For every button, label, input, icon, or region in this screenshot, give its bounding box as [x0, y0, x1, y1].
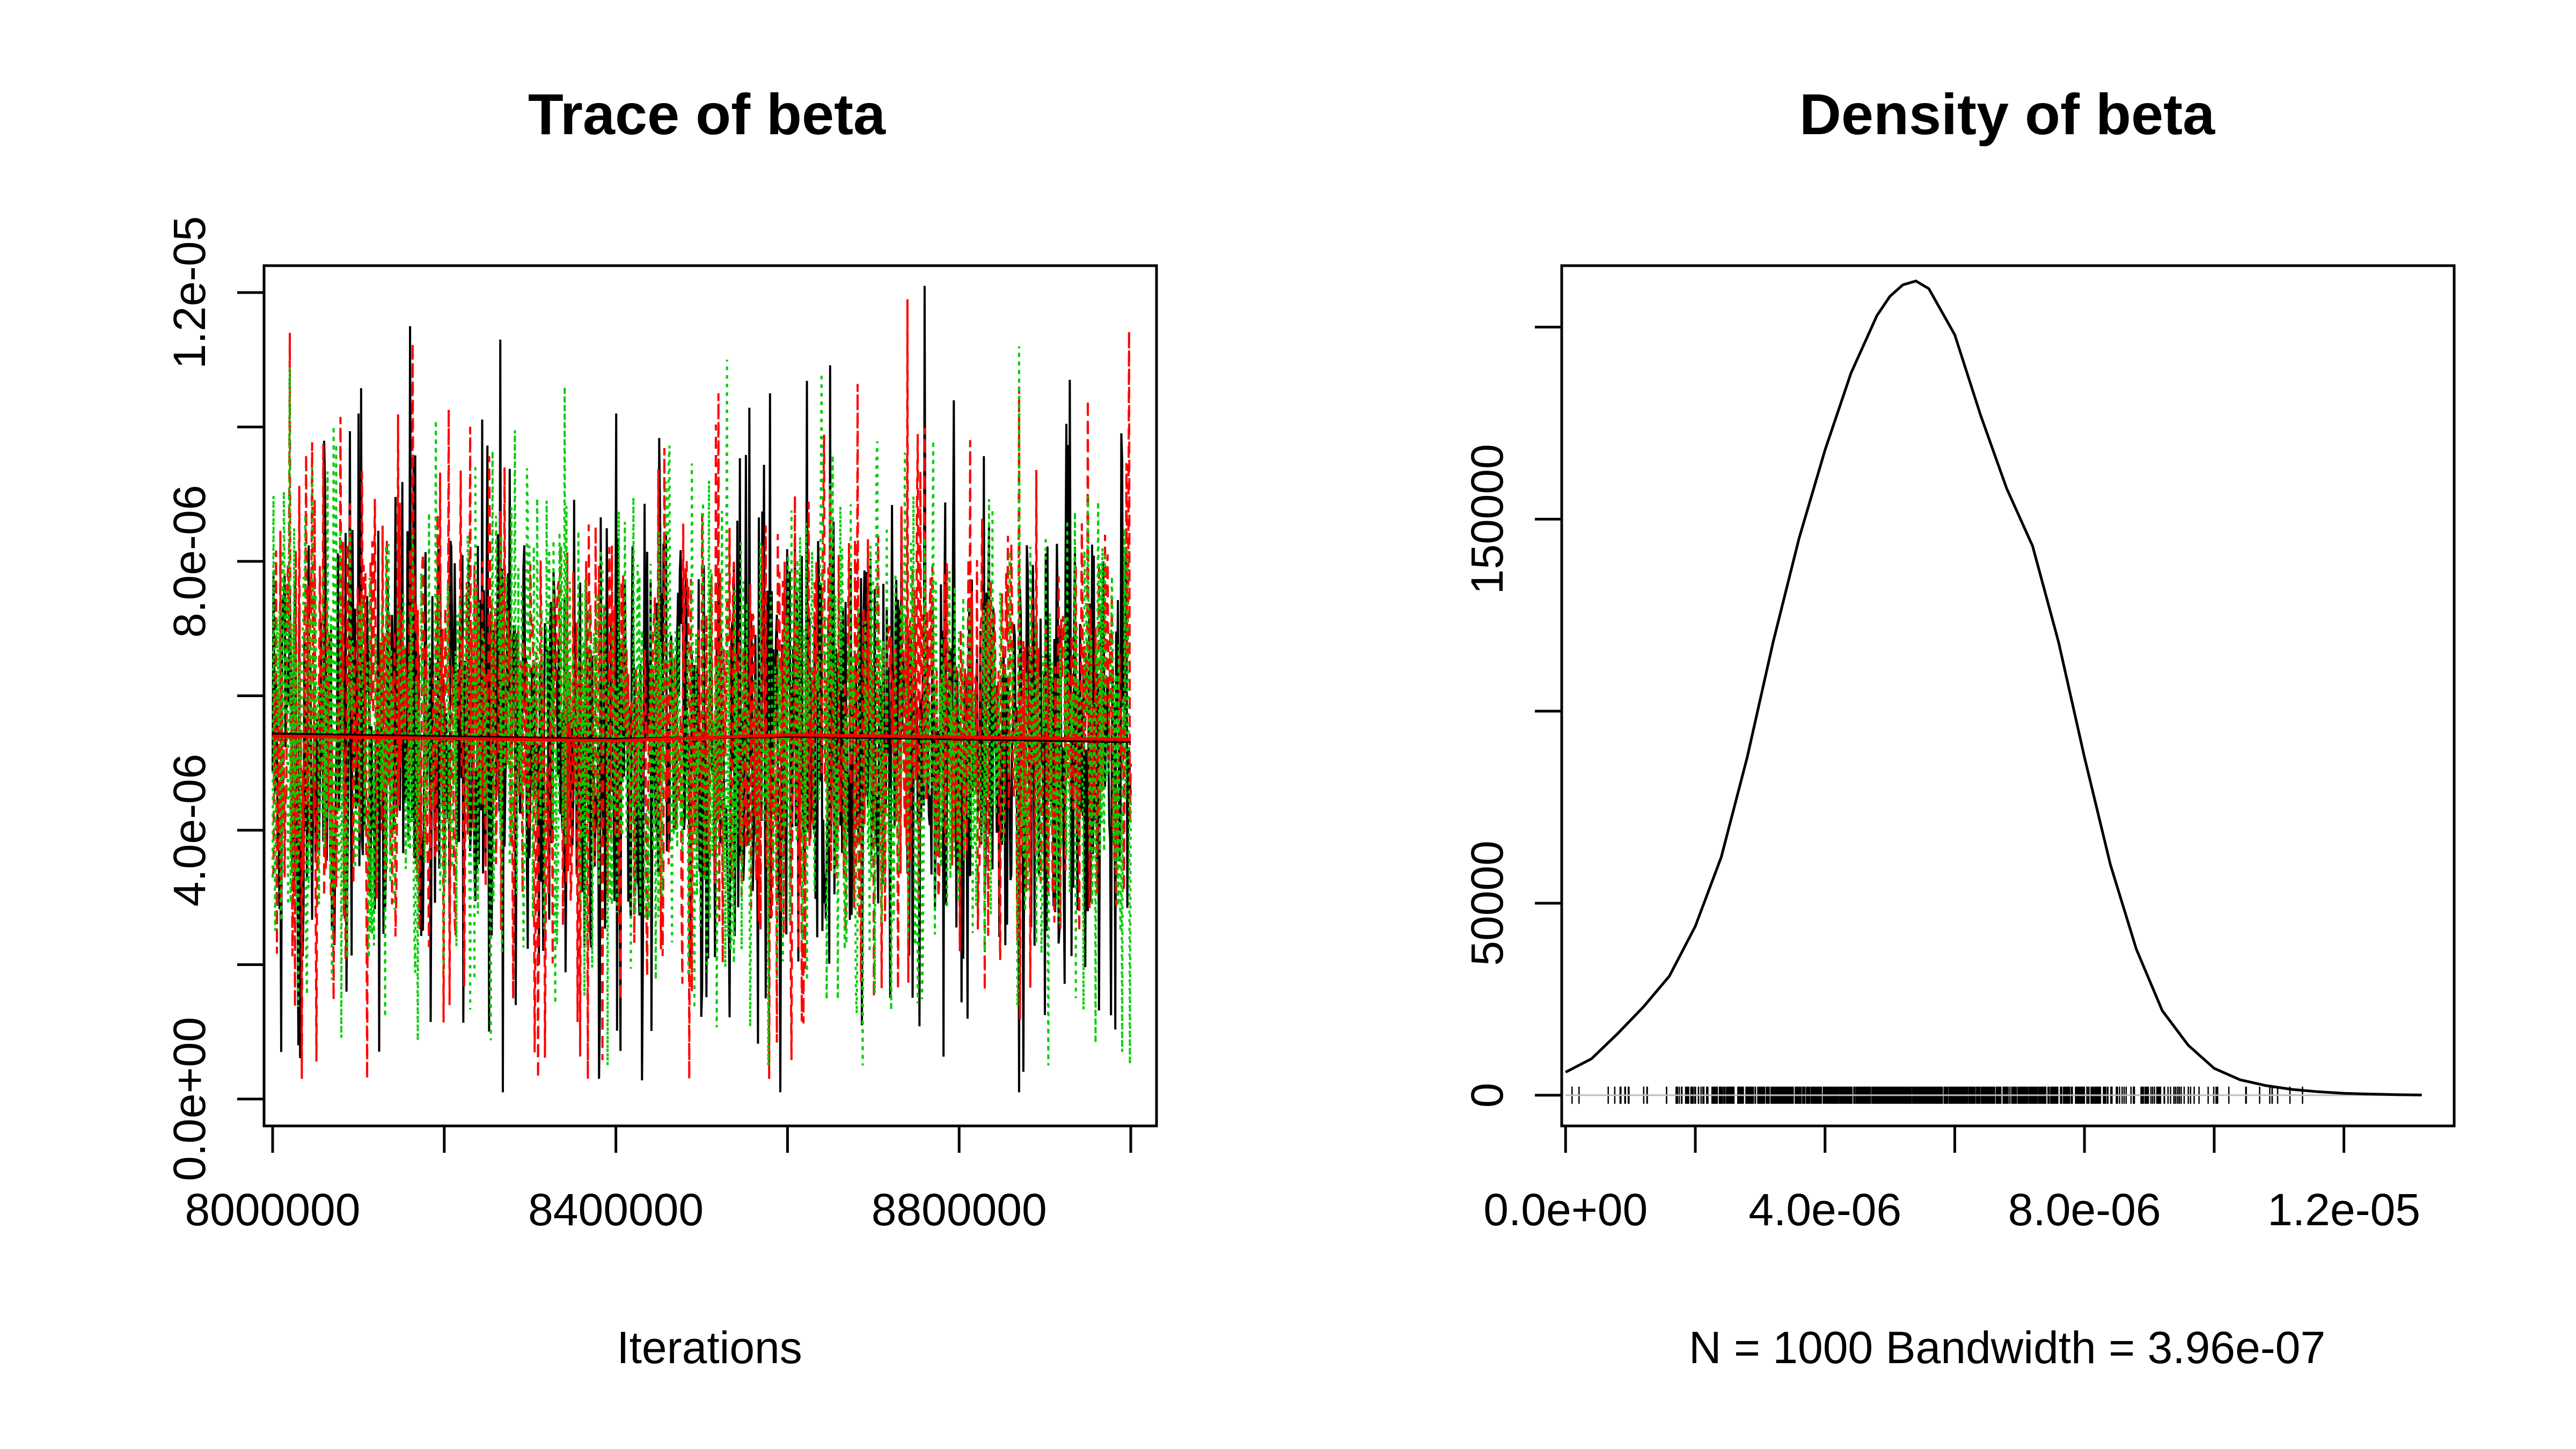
density-x-tick-label: 1.2e-05 — [2267, 1184, 2420, 1235]
trace-running-means — [272, 732, 1131, 743]
trace-y-tick-label: 4.0e-06 — [164, 754, 215, 907]
density-x-tick-label: 8.0e-06 — [2008, 1184, 2161, 1235]
density-y-tick-label: 0 — [1462, 1082, 1512, 1108]
trace-running-mean-line — [272, 733, 1131, 743]
density-x-tick-label: 4.0e-06 — [1748, 1184, 1901, 1235]
density-title: Density of beta — [1799, 82, 2215, 147]
density-y-axis: 0 50000 150000 — [1462, 326, 1563, 1108]
density-x-tick-label: 0.0e+00 — [1483, 1184, 1648, 1235]
density-x-label: N = 1000 Bandwidth = 3.96e-07 — [1689, 1322, 2325, 1373]
trace-x-tick-label: 8400000 — [528, 1184, 704, 1235]
trace-y-tick-label: 0.0e+00 — [164, 1017, 215, 1181]
trace-series — [272, 286, 1132, 1093]
trace-x-tick-label: 8800000 — [872, 1184, 1047, 1235]
trace-series-line — [272, 346, 1132, 1066]
trace-series-line — [272, 299, 1132, 1079]
trace-y-axis: 0.0e+00 4.0e-06 8.0e-06 1.2e-05 — [164, 216, 266, 1181]
trace-x-tick-label: 8000000 — [185, 1184, 360, 1235]
density-panel: Density of beta 0.0e+00 4.0e-06 8.0e-06 1.2… — [1462, 82, 2456, 1373]
trace-y-tick-label: 8.0e-06 — [164, 485, 215, 638]
density-y-tick-label: 150000 — [1462, 444, 1512, 594]
density-curve — [1565, 279, 2422, 1096]
trace-title: Trace of beta — [528, 82, 886, 147]
density-plot-box — [1560, 264, 2456, 1128]
density-y-tick-label: 50000 — [1462, 840, 1512, 966]
trace-panel: Trace of beta 8000000 8400000 8800000 0.0e… — [164, 82, 1158, 1373]
trace-x-axis: 8000000 8400000 8800000 — [185, 1124, 1132, 1235]
density-x-axis: 0.0e+00 4.0e-06 8.0e-06 1.2e-05 — [1483, 1124, 2420, 1235]
trace-x-label: Iterations — [617, 1322, 802, 1373]
trace-y-tick-label: 1.2e-05 — [164, 216, 215, 369]
